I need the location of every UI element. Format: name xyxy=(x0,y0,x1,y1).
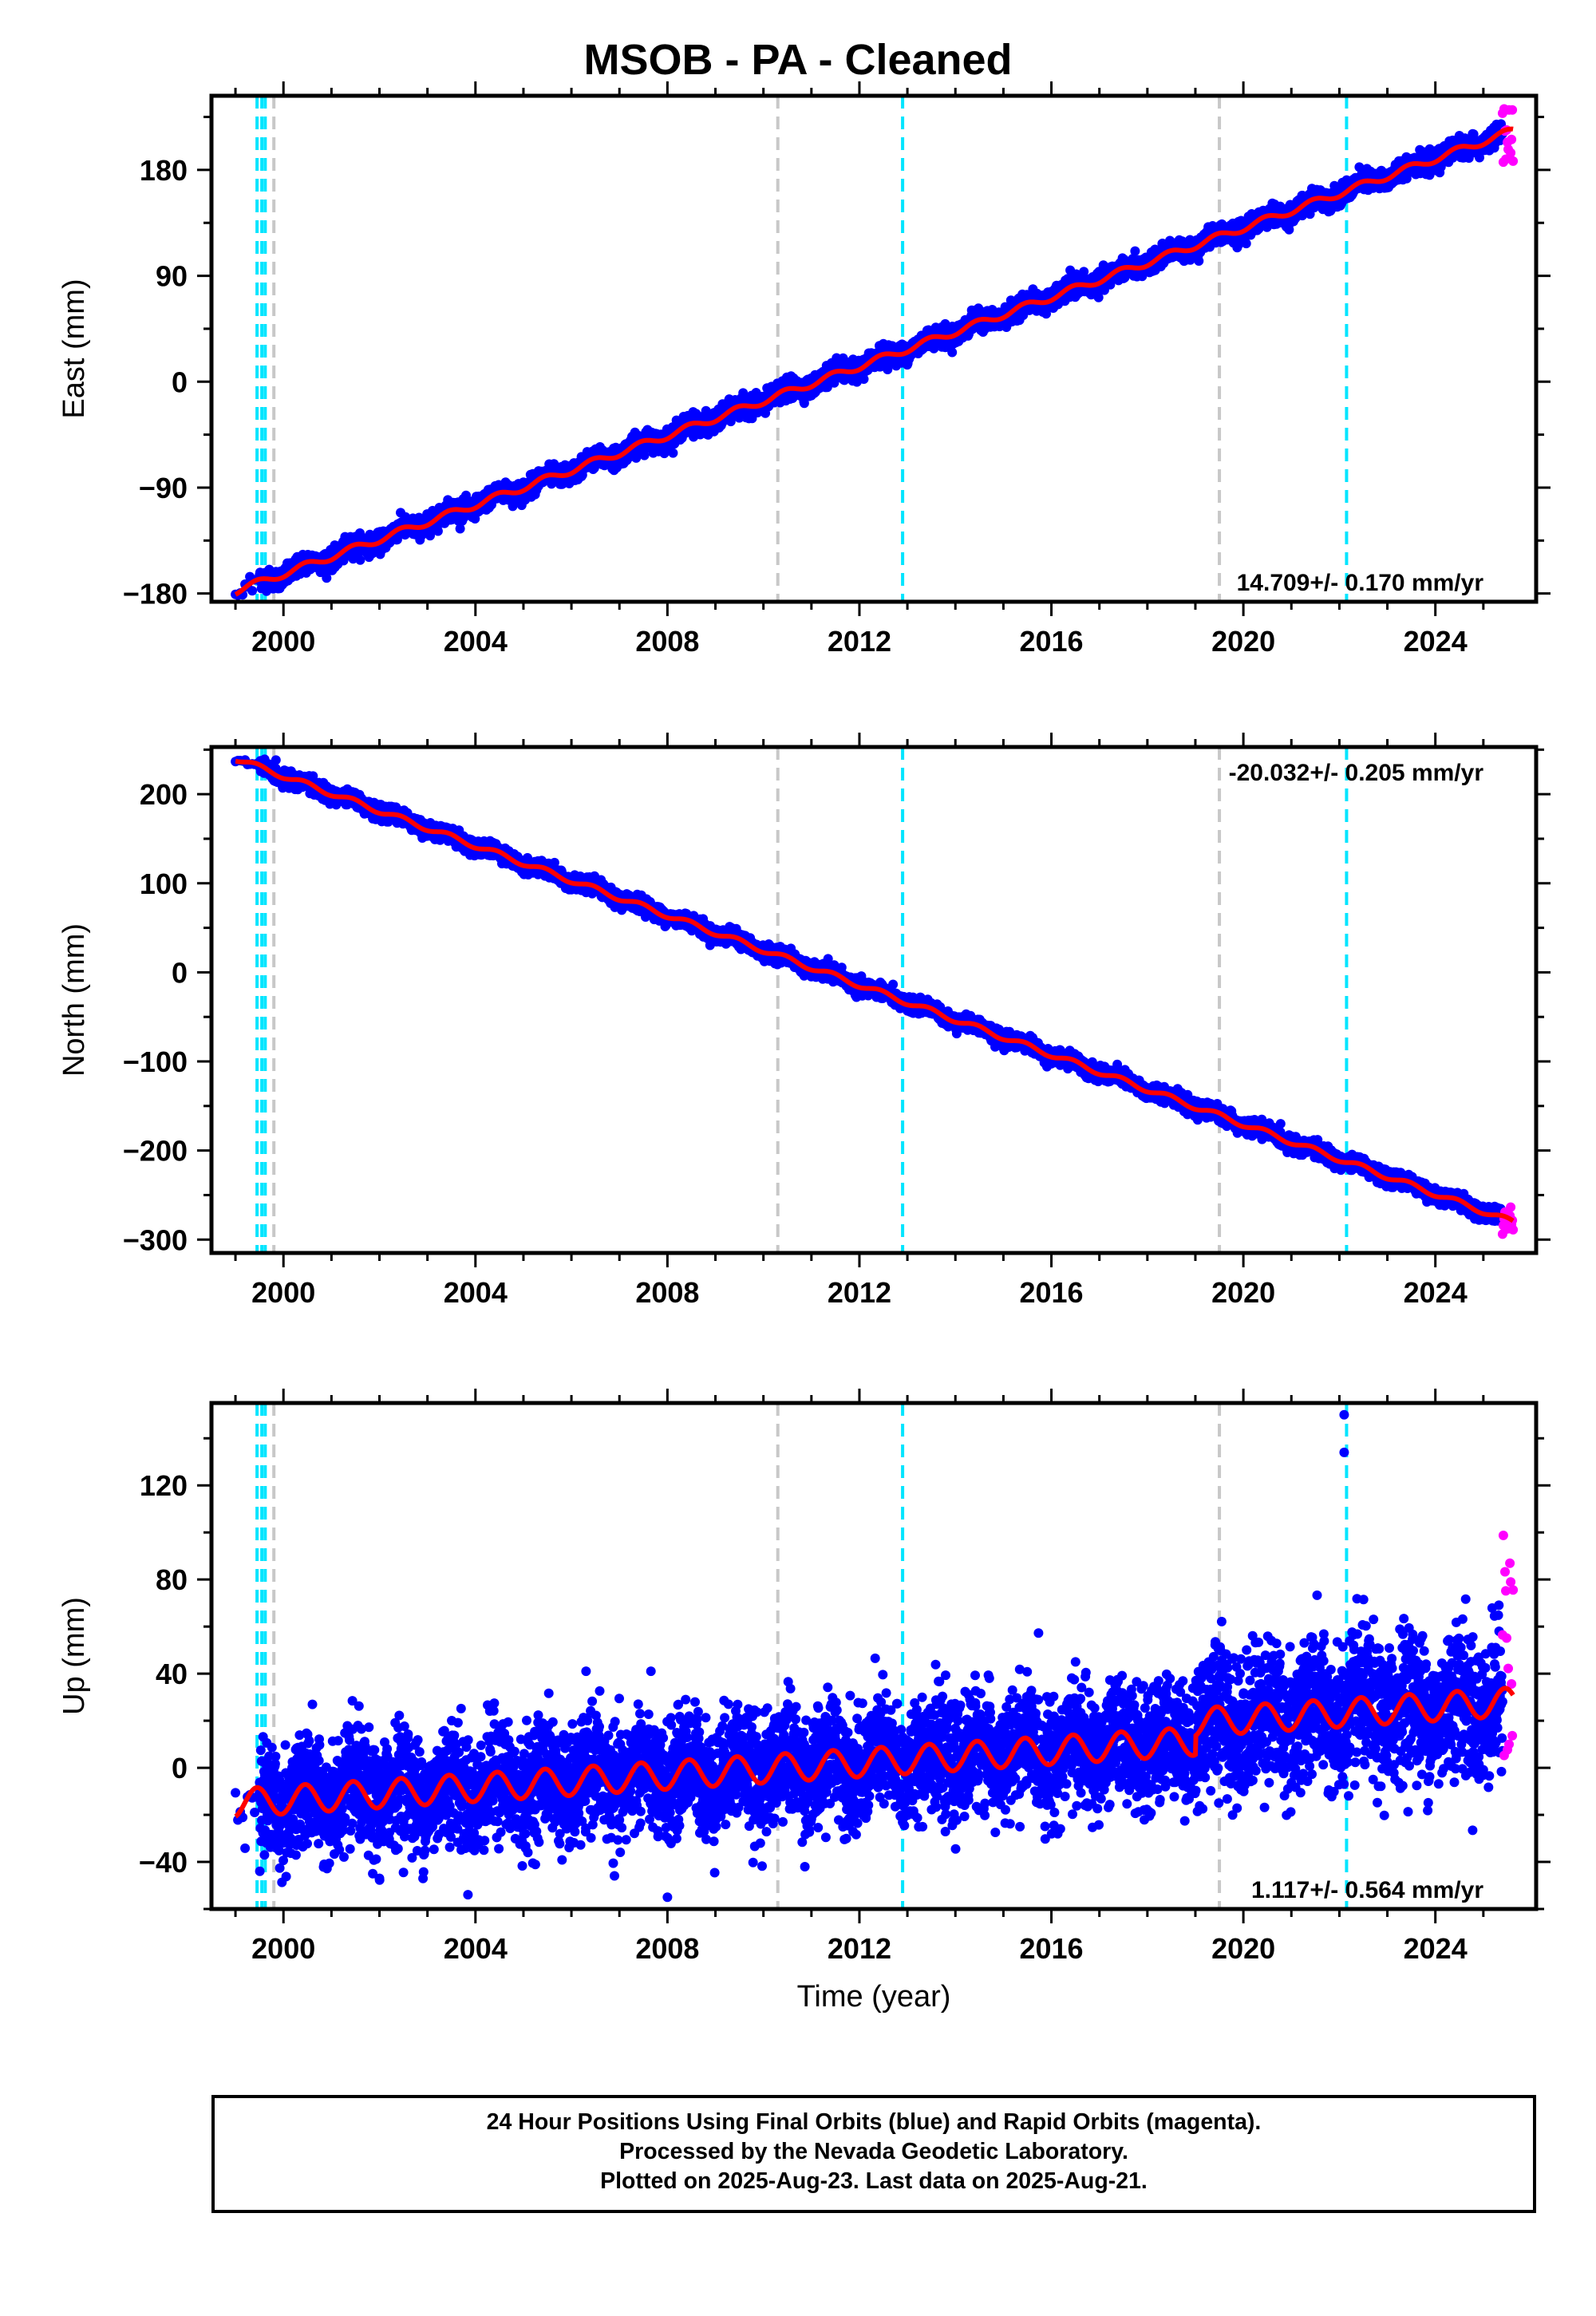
east-chart: 2000 2004 2008 2012 2016 2020 2024−180−9009018… xyxy=(57,81,1551,658)
data-point xyxy=(461,490,471,500)
data-point xyxy=(355,555,365,565)
data-point xyxy=(455,524,465,534)
page-title: MSOB - PA - Cleaned xyxy=(583,36,1013,84)
data-point xyxy=(433,526,443,536)
data-point xyxy=(947,347,958,358)
data-point xyxy=(1130,246,1140,256)
data-point xyxy=(1194,256,1204,266)
data-point xyxy=(425,531,435,541)
data-point xyxy=(668,448,678,458)
